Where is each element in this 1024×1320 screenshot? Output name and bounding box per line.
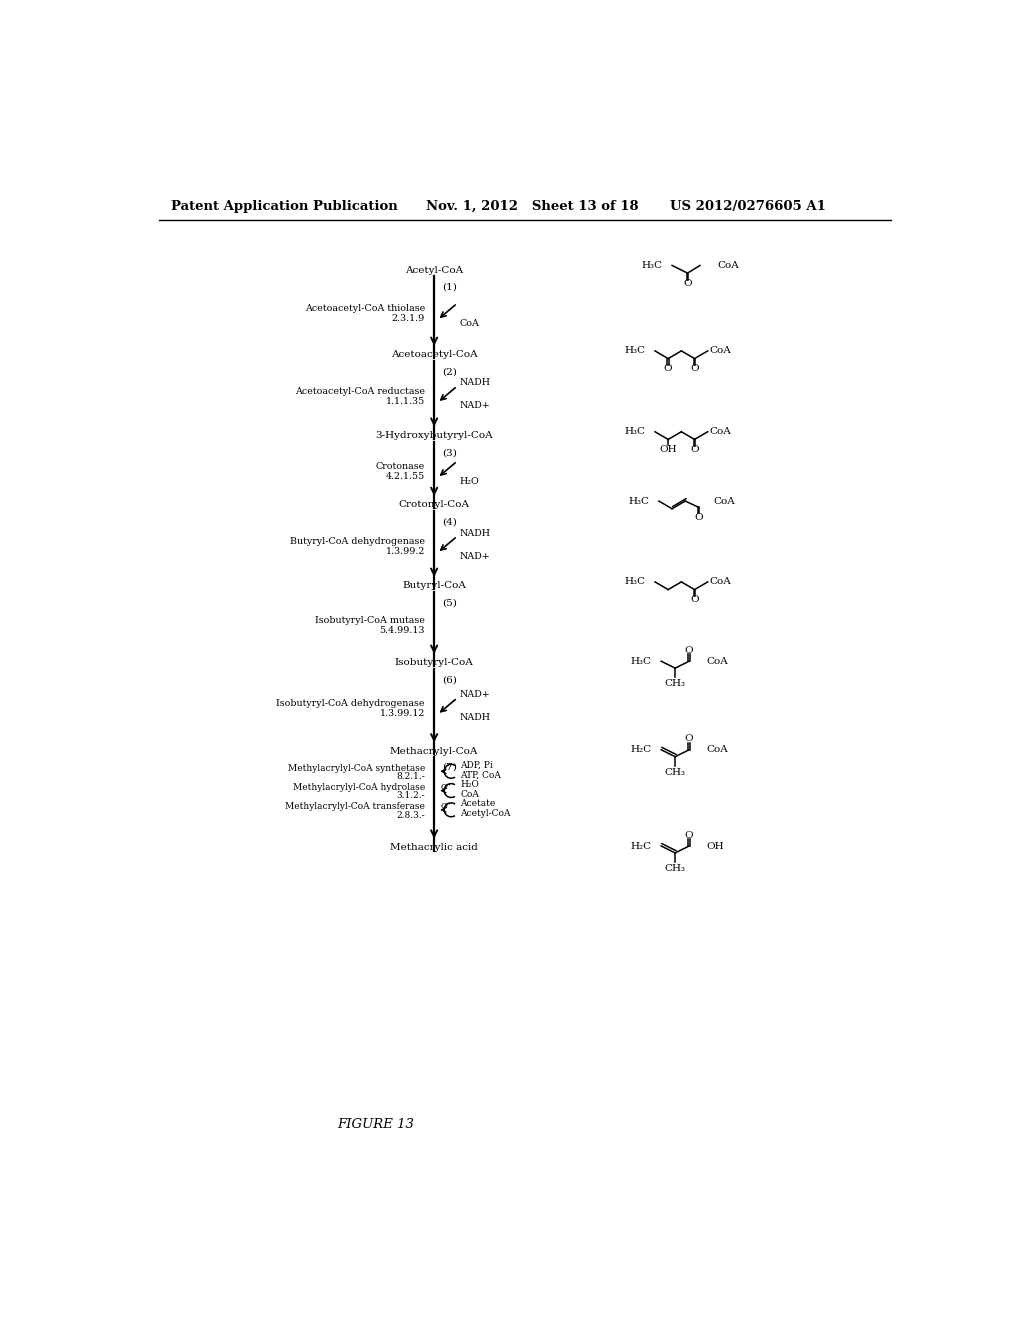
Text: H₃C: H₃C <box>625 577 646 586</box>
Text: Acetyl-CoA: Acetyl-CoA <box>406 265 463 275</box>
Text: H₃C: H₃C <box>625 346 646 355</box>
Text: CH₃: CH₃ <box>665 678 686 688</box>
Text: 8.2.1.-: 8.2.1.- <box>396 772 425 781</box>
Text: (4): (4) <box>442 517 457 527</box>
Text: OH: OH <box>707 842 724 850</box>
Text: CoA: CoA <box>710 346 731 355</box>
Text: NAD+: NAD+ <box>460 401 490 411</box>
Text: or: or <box>441 801 451 810</box>
Text: 3.1.2.-: 3.1.2.- <box>396 792 425 800</box>
Text: CoA: CoA <box>461 789 479 799</box>
Text: Butyryl-CoA dehydrogenase: Butyryl-CoA dehydrogenase <box>290 537 425 546</box>
Text: NADH: NADH <box>460 713 490 722</box>
Text: O: O <box>694 512 702 521</box>
Text: CH₃: CH₃ <box>665 768 686 776</box>
Text: O: O <box>690 595 698 605</box>
Text: (3): (3) <box>442 447 457 457</box>
Text: Methacrylic acid: Methacrylic acid <box>390 843 478 851</box>
Text: H₂O: H₂O <box>461 780 479 789</box>
Text: CoA: CoA <box>710 428 731 436</box>
Text: H₃C: H₃C <box>629 496 649 506</box>
Text: Acetoacetyl-CoA: Acetoacetyl-CoA <box>391 350 477 359</box>
Text: or: or <box>441 783 451 791</box>
Text: Isobutyryl-CoA: Isobutyryl-CoA <box>394 659 473 667</box>
Text: US 2012/0276605 A1: US 2012/0276605 A1 <box>671 199 826 213</box>
Text: Acetoacetyl-CoA thiolase: Acetoacetyl-CoA thiolase <box>304 304 425 313</box>
Text: NAD+: NAD+ <box>460 690 490 700</box>
Text: CoA: CoA <box>707 746 728 754</box>
Text: Crotonyl-CoA: Crotonyl-CoA <box>398 500 470 510</box>
Text: ATP, CoA: ATP, CoA <box>461 771 502 780</box>
Text: H₂O: H₂O <box>460 477 479 486</box>
Text: FIGURE 13: FIGURE 13 <box>338 1118 415 1131</box>
Text: NADH: NADH <box>460 528 490 537</box>
Text: O: O <box>664 364 673 374</box>
Text: CH₃: CH₃ <box>665 863 686 873</box>
Text: CoA: CoA <box>717 261 738 269</box>
Text: O: O <box>685 830 693 840</box>
Text: Acetate: Acetate <box>461 799 496 808</box>
Text: CoA: CoA <box>707 657 728 665</box>
Text: O: O <box>690 364 698 374</box>
Text: 2.3.1.9: 2.3.1.9 <box>391 314 425 323</box>
Text: Methylacrylyl-CoA transferase: Methylacrylyl-CoA transferase <box>285 803 425 812</box>
Text: Crotonase: Crotonase <box>376 462 425 471</box>
Text: Patent Application Publication: Patent Application Publication <box>171 199 397 213</box>
Text: Methylacrylyl-CoA synthetase: Methylacrylyl-CoA synthetase <box>288 764 425 772</box>
Text: CoA: CoA <box>710 577 731 586</box>
Text: 2.8.3.-: 2.8.3.- <box>396 810 425 820</box>
Text: Isobutyryl-CoA mutase: Isobutyryl-CoA mutase <box>315 616 425 624</box>
Text: ADP, Pi: ADP, Pi <box>461 760 494 770</box>
Text: Isobutyryl-CoA dehydrogenase: Isobutyryl-CoA dehydrogenase <box>276 698 425 708</box>
Text: NADH: NADH <box>460 379 490 387</box>
Text: H₃C: H₃C <box>625 428 646 436</box>
Text: 4.2.1.55: 4.2.1.55 <box>386 473 425 480</box>
Text: Methylacrylyl-CoA hydrolase: Methylacrylyl-CoA hydrolase <box>293 783 425 792</box>
Text: Nov. 1, 2012   Sheet 13 of 18: Nov. 1, 2012 Sheet 13 of 18 <box>426 199 639 213</box>
Text: CoA: CoA <box>460 318 479 327</box>
Text: (2): (2) <box>442 367 457 376</box>
Text: NAD+: NAD+ <box>460 552 490 561</box>
Text: O: O <box>690 445 698 454</box>
Text: H₂C: H₂C <box>631 746 652 754</box>
Text: CoA: CoA <box>713 496 735 506</box>
Text: Butyryl-CoA: Butyryl-CoA <box>402 581 466 590</box>
Text: O: O <box>685 734 693 743</box>
Text: (6): (6) <box>442 676 457 684</box>
Text: O: O <box>685 645 693 655</box>
Text: Acetoacetyl-CoA reductase: Acetoacetyl-CoA reductase <box>295 387 425 396</box>
Text: H₃C: H₃C <box>642 261 663 269</box>
Text: 1.3.99.2: 1.3.99.2 <box>385 546 425 556</box>
Text: (5): (5) <box>442 598 457 607</box>
Text: 5.4.99.13: 5.4.99.13 <box>379 626 425 635</box>
Text: 1.3.99.12: 1.3.99.12 <box>380 709 425 718</box>
Text: 1.1.1.35: 1.1.1.35 <box>386 397 425 405</box>
Text: OH: OH <box>659 445 677 454</box>
Text: Acetyl-CoA: Acetyl-CoA <box>461 809 511 818</box>
Text: (7): (7) <box>442 762 457 771</box>
Text: (1): (1) <box>442 282 457 292</box>
Text: O: O <box>683 280 692 288</box>
Text: 3-Hydroxybutyryl-CoA: 3-Hydroxybutyryl-CoA <box>376 432 493 440</box>
Text: Methacrylyl-CoA: Methacrylyl-CoA <box>390 747 478 756</box>
Text: H₃C: H₃C <box>631 657 652 665</box>
Text: H₂C: H₂C <box>631 842 652 850</box>
